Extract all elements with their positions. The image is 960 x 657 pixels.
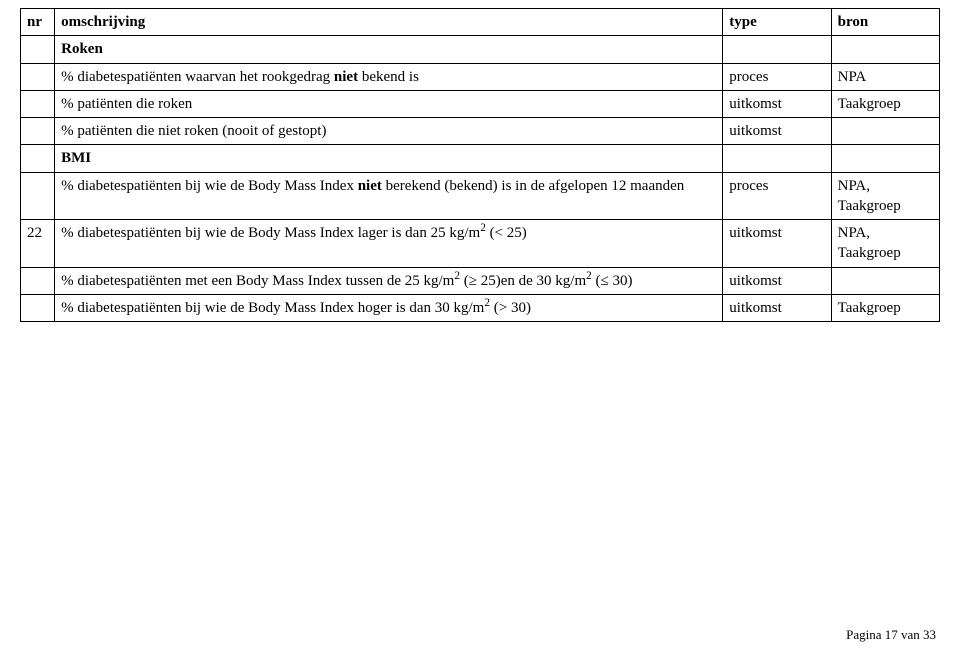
cell-desc: % diabetespatiënten bij wie de Body Mass…	[55, 220, 723, 268]
cell-nr	[21, 63, 55, 90]
cell-type: proces	[723, 63, 831, 90]
cell-empty	[723, 36, 831, 63]
col-header-nr: nr	[21, 9, 55, 36]
cell-bron: Taakgroep	[831, 90, 939, 117]
text: % diabetespatiënten bij wie de Body Mass…	[61, 178, 358, 194]
col-header-bron: bron	[831, 9, 939, 36]
cell-nr	[21, 118, 55, 145]
cell-empty	[21, 36, 55, 63]
cell-nr	[21, 90, 55, 117]
table-row: % diabetespatiënten bij wie de Body Mass…	[21, 172, 940, 220]
col-header-type: type	[723, 9, 831, 36]
section-label-bmi: BMI	[55, 145, 723, 172]
cell-desc: % patiënten die roken	[55, 90, 723, 117]
table-row: 22 % diabetespatiënten bij wie de Body M…	[21, 220, 940, 268]
table-row: % diabetespatiënten bij wie de Body Mass…	[21, 294, 940, 321]
cell-bron: NPA, Taakgroep	[831, 220, 939, 268]
section-label-roken: Roken	[55, 36, 723, 63]
table-row: % diabetespatiënten waarvan het rookgedr…	[21, 63, 940, 90]
cell-desc: % patiënten die niet roken (nooit of ges…	[55, 118, 723, 145]
cell-bron: Taakgroep	[831, 294, 939, 321]
cell-desc: % diabetespatiënten bij wie de Body Mass…	[55, 294, 723, 321]
cell-desc: % diabetespatiënten waarvan het rookgedr…	[55, 63, 723, 90]
cell-bron	[831, 118, 939, 145]
cell-bron	[831, 267, 939, 294]
cell-type: uitkomst	[723, 220, 831, 268]
cell-nr: 22	[21, 220, 55, 268]
cell-type: uitkomst	[723, 90, 831, 117]
cell-nr	[21, 294, 55, 321]
cell-type: uitkomst	[723, 294, 831, 321]
cell-type: uitkomst	[723, 267, 831, 294]
table-row: % diabetespatiënten met een Body Mass In…	[21, 267, 940, 294]
cell-desc: % diabetespatiënten bij wie de Body Mass…	[55, 172, 723, 220]
data-table: nr omschrijving type bron Roken % diabet…	[20, 8, 940, 322]
text: % diabetespatiënten met een Body Mass In…	[61, 273, 454, 289]
cell-type: proces	[723, 172, 831, 220]
text: (> 30)	[490, 300, 531, 316]
cell-empty	[831, 36, 939, 63]
text: (≤ 30)	[592, 273, 633, 289]
cell-empty	[723, 145, 831, 172]
table-row: % patiënten die niet roken (nooit of ges…	[21, 118, 940, 145]
text: (≥ 25)en de 30 kg/m	[460, 273, 586, 289]
page-content: nr omschrijving type bron Roken % diabet…	[0, 0, 960, 322]
text: bekend is	[358, 69, 419, 85]
text-bold: niet	[358, 178, 382, 194]
cell-empty	[21, 145, 55, 172]
section-row-bmi: BMI	[21, 145, 940, 172]
cell-empty	[831, 145, 939, 172]
text: % diabetespatiënten waarvan het rookgedr…	[61, 69, 334, 85]
text: (< 25)	[486, 225, 527, 241]
table-header-row: nr omschrijving type bron	[21, 9, 940, 36]
text: berekend (bekend) is in de afgelopen 12 …	[382, 178, 684, 194]
page-footer: Pagina 17 van 33	[846, 627, 936, 643]
text-bold: niet	[334, 69, 358, 85]
col-header-omschrijving: omschrijving	[55, 9, 723, 36]
cell-desc: % diabetespatiënten met een Body Mass In…	[55, 267, 723, 294]
text: % diabetespatiënten bij wie de Body Mass…	[61, 225, 480, 241]
cell-bron: NPA	[831, 63, 939, 90]
cell-bron: NPA, Taakgroep	[831, 172, 939, 220]
cell-type: uitkomst	[723, 118, 831, 145]
table-row: % patiënten die roken uitkomst Taakgroep	[21, 90, 940, 117]
cell-nr	[21, 267, 55, 294]
text: % diabetespatiënten bij wie de Body Mass…	[61, 300, 484, 316]
cell-nr	[21, 172, 55, 220]
section-row-roken: Roken	[21, 36, 940, 63]
